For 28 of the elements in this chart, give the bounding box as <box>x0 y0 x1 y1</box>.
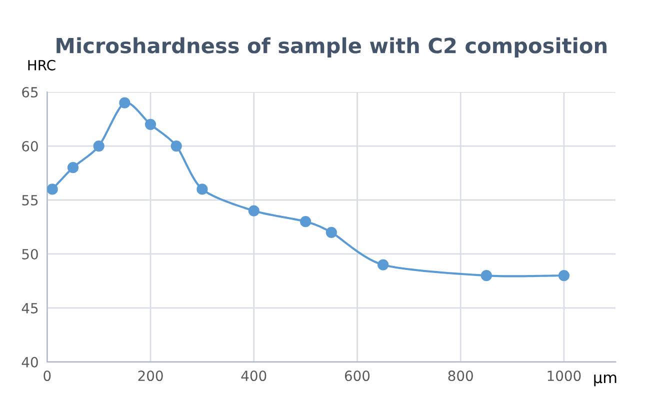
y-tick-label: 40 <box>22 356 38 368</box>
point <box>480 270 492 282</box>
point <box>144 118 156 130</box>
point <box>300 216 312 228</box>
y-tick-label: 45 <box>22 303 38 314</box>
point <box>93 140 104 152</box>
x-tick-label: 200 <box>138 370 163 382</box>
y-tick-label: 55 <box>22 195 38 206</box>
point <box>248 205 260 216</box>
x-axis-title: µm <box>594 374 616 386</box>
point <box>196 184 208 195</box>
point <box>119 97 130 108</box>
x-tick-label: 400 <box>241 370 266 382</box>
x-tick-label: 800 <box>448 370 473 382</box>
point <box>558 270 570 282</box>
x-tick-label: 0 <box>44 370 51 382</box>
x-tick-label: 600 <box>344 370 370 382</box>
point <box>378 259 389 270</box>
point <box>67 162 79 174</box>
chart-title: Microshardness of sample with C2 composition <box>56 37 606 58</box>
x-tick-label: 1000 <box>548 370 581 382</box>
point <box>326 226 337 238</box>
point <box>170 140 182 152</box>
y-tick-label: 65 <box>22 86 38 98</box>
y-tick-label: 50 <box>22 248 38 260</box>
y-axis-title: HRC <box>28 60 56 70</box>
y-tick-label: 60 <box>22 140 38 152</box>
point <box>47 184 58 195</box>
